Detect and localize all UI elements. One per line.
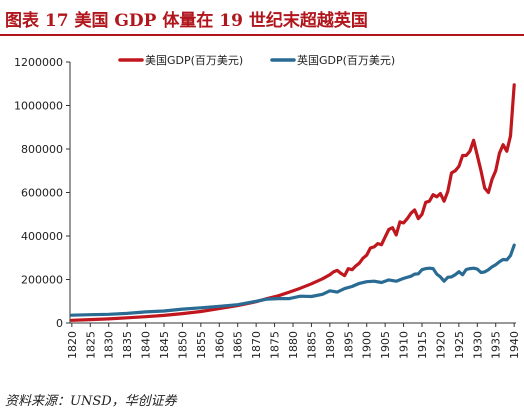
x-tick-label: 1920 — [434, 331, 447, 359]
x-tick-label: 1925 — [453, 331, 466, 359]
chart-title: 图表 17 美国 GDP 体量在 19 世纪末超越英国 — [5, 11, 368, 31]
x-tick-label: 1875 — [269, 331, 282, 359]
x-tick-label: 1895 — [342, 331, 355, 359]
x-tick-label: 1905 — [379, 331, 392, 359]
x-tick-label: 1835 — [121, 331, 134, 359]
x-tick-label: 1940 — [508, 331, 521, 359]
y-tick-label: 600000 — [21, 187, 63, 200]
y-tick-label: 400000 — [21, 230, 63, 243]
source-note: 资料来源：UNSD，华创证券 — [5, 394, 177, 409]
series-line-uk — [70, 243, 516, 317]
x-tick-label: 1860 — [213, 331, 226, 359]
y-tick-label: 1200000 — [14, 56, 63, 69]
x-tick-label: 1820 — [66, 331, 79, 359]
x-tick-label: 1865 — [232, 331, 245, 359]
x-tick-label: 1910 — [398, 331, 411, 359]
x-tick-label: 1855 — [195, 331, 208, 359]
x-tick-label: 1850 — [176, 331, 189, 359]
x-tick-label: 1870 — [250, 331, 263, 359]
gdp-line-chart: 0 200000 400000 600000 800000 1000000 1200000 1… — [14, 53, 521, 359]
series-line-us — [70, 83, 516, 322]
y-tick-label: 0 — [56, 317, 63, 330]
y-tick-label: 800000 — [21, 143, 63, 156]
x-tick-label: 1880 — [287, 331, 300, 359]
x-tick-label: 1900 — [361, 331, 374, 359]
x-tick-label: 1915 — [416, 331, 429, 359]
y-tick-label: 1000000 — [14, 100, 63, 113]
title-divider — [0, 34, 524, 36]
x-tick-label: 1935 — [490, 331, 503, 359]
legend-label-uk: 英国GDP(百万美元) — [297, 53, 395, 67]
legend-label-us: 美国GDP(百万美元) — [145, 54, 243, 67]
x-tick-label: 1840 — [140, 331, 153, 359]
y-tick-label: 200000 — [21, 274, 63, 287]
x-tick-label: 1930 — [471, 331, 484, 359]
x-tick-label: 1825 — [84, 331, 97, 359]
x-tick-label: 1845 — [158, 331, 171, 359]
x-tick-label: 1830 — [103, 331, 116, 359]
x-tick-label: 1890 — [324, 331, 337, 359]
x-tick-label: 1885 — [305, 331, 318, 359]
